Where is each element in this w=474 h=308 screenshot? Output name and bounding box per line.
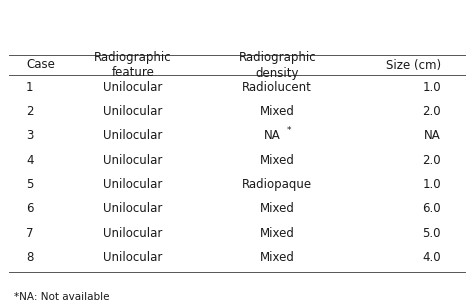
Text: NA: NA (264, 129, 281, 142)
Text: Mixed: Mixed (260, 227, 295, 240)
Text: NA: NA (424, 129, 441, 142)
Text: Radiographic
density: Radiographic density (238, 51, 316, 79)
Text: 7: 7 (26, 227, 34, 240)
Text: 4.0: 4.0 (422, 251, 441, 264)
Text: 2.0: 2.0 (422, 105, 441, 118)
Text: Unilocular: Unilocular (103, 80, 163, 94)
Text: Mixed: Mixed (260, 105, 295, 118)
Text: Radiographic
feature: Radiographic feature (94, 51, 172, 79)
Text: Mixed: Mixed (260, 251, 295, 264)
Text: Radiopaque: Radiopaque (242, 178, 312, 191)
Text: Size (cm): Size (cm) (386, 59, 441, 71)
Text: 6.0: 6.0 (422, 202, 441, 216)
Text: Unilocular: Unilocular (103, 154, 163, 167)
Text: Unilocular: Unilocular (103, 202, 163, 216)
Text: Unilocular: Unilocular (103, 129, 163, 142)
Text: 2: 2 (26, 105, 34, 118)
Text: Radiolucent: Radiolucent (242, 80, 312, 94)
Text: 3: 3 (26, 129, 34, 142)
Text: *NA: Not available: *NA: Not available (14, 292, 109, 302)
Text: 1.0: 1.0 (422, 80, 441, 94)
Text: Unilocular: Unilocular (103, 251, 163, 264)
Text: 1.0: 1.0 (422, 178, 441, 191)
Text: Unilocular: Unilocular (103, 105, 163, 118)
Text: 6: 6 (26, 202, 34, 216)
Text: 5: 5 (26, 178, 34, 191)
Text: 4: 4 (26, 154, 34, 167)
Text: Mixed: Mixed (260, 202, 295, 216)
Text: Unilocular: Unilocular (103, 227, 163, 240)
Text: 1: 1 (26, 80, 34, 94)
Text: *: * (287, 126, 292, 135)
Text: 5.0: 5.0 (422, 227, 441, 240)
Text: 2.0: 2.0 (422, 154, 441, 167)
Text: Mixed: Mixed (260, 154, 295, 167)
Text: Unilocular: Unilocular (103, 178, 163, 191)
Text: Case: Case (26, 59, 55, 71)
Text: 8: 8 (26, 251, 34, 264)
